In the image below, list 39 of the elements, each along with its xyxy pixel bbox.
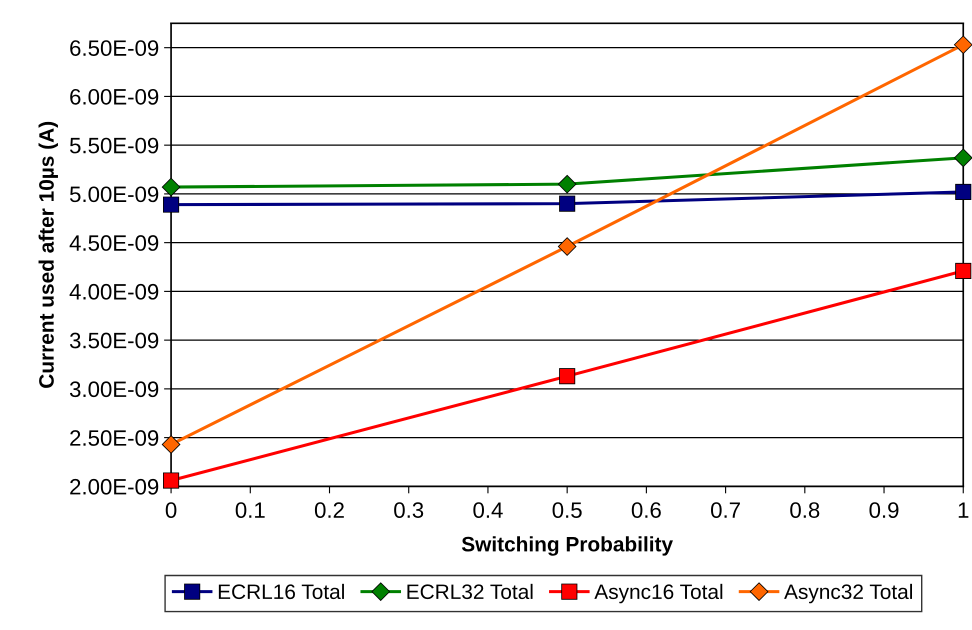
y-tick-label: 2.50E-09 <box>70 430 158 446</box>
legend-label: ECRL16 Total <box>218 584 344 600</box>
x-axis-title: Switching Probability <box>462 536 673 556</box>
y-tick-label: 5.50E-09 <box>70 138 158 154</box>
point <box>955 184 972 200</box>
x-tick-label: 0.7 <box>711 502 740 518</box>
point <box>955 262 972 279</box>
x-tick-label: 0.2 <box>314 502 344 518</box>
point <box>954 148 972 168</box>
x-tick-label: 0.4 <box>473 502 503 518</box>
point <box>558 237 576 256</box>
x-tick-label: 1 <box>958 502 968 518</box>
legend-label: Async16 Total <box>594 584 722 604</box>
y-tick-label: 6.50E-09 <box>70 40 158 56</box>
x-tick-label: 0.5 <box>552 502 582 518</box>
point <box>954 36 972 54</box>
legend-label: Async32 Total <box>784 584 912 604</box>
x-tick-label: 0 <box>166 502 176 518</box>
point <box>559 196 576 212</box>
y-tick-label: 2.00E-09 <box>70 478 158 495</box>
x-tick-label: 0.9 <box>869 502 898 518</box>
point <box>162 435 180 454</box>
y-tick-label: 6.00E-09 <box>70 88 158 105</box>
y-tick-label: 3.50E-09 <box>70 332 158 348</box>
x-tick-label: 0.8 <box>790 502 820 518</box>
point <box>163 472 180 489</box>
x-tick-label: 0.1 <box>236 502 265 518</box>
x-tick-label: 0.6 <box>632 502 661 518</box>
y-axis-title: Current used after 10µs (A) <box>38 122 58 388</box>
point <box>559 368 576 384</box>
y-tick-label: 4.00E-09 <box>70 284 158 300</box>
y-tick-label: 4.50E-09 <box>70 235 158 251</box>
point <box>163 196 180 213</box>
legend-label: ECRL32 Total <box>407 584 533 600</box>
y-tick-label: 5.00E-09 <box>70 186 158 202</box>
x-tick-label: 0.3 <box>394 502 424 518</box>
point <box>558 174 576 194</box>
point <box>162 178 180 196</box>
y-tick-label: 3.00E-09 <box>70 381 158 398</box>
